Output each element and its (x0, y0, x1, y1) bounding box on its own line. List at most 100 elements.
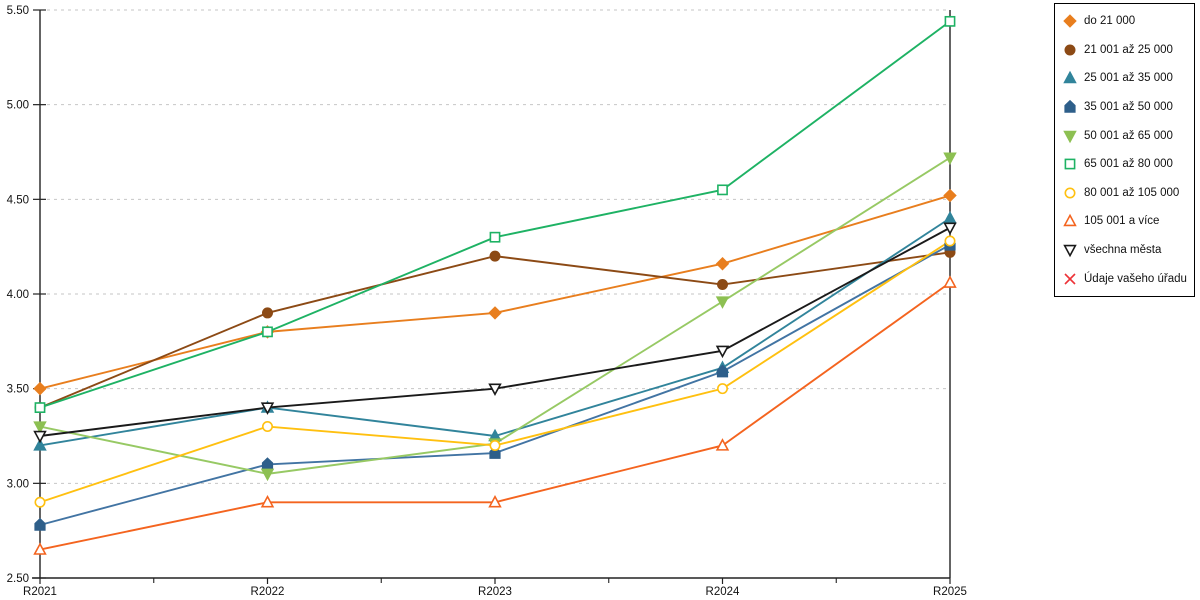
series-line-0 (39, 194, 951, 390)
series-markers-2 (33, 210, 957, 451)
marker-triangle-down (260, 468, 275, 482)
marker-triangle-down (33, 430, 47, 444)
marker-circle (944, 235, 956, 247)
legend-item-2: 25 001 až 35 000 (1062, 70, 1194, 86)
marker-triangle-down (1063, 244, 1077, 258)
series-markers-7 (33, 275, 957, 555)
legend-label: do 21 000 (1084, 15, 1136, 28)
legend-marker-circle-icon (1064, 187, 1076, 199)
legend-label: 65 001 až 80 000 (1084, 158, 1173, 171)
marker-triangle-down (1063, 130, 1077, 143)
legend-item-3: 35 001 až 50 000 (1062, 99, 1194, 115)
marker-triangle-down (33, 421, 47, 434)
y-tick-label: 3.00 (7, 478, 29, 490)
legend-item-1: 21 001 až 25 000 (1062, 42, 1194, 58)
marker-triangle-down (715, 296, 730, 309)
marker-circle (716, 279, 728, 291)
series-markers-8 (33, 222, 957, 444)
legend-marker-circle-icon (1064, 44, 1076, 56)
marker-x (1064, 273, 1076, 285)
series-markers-6 (34, 235, 956, 508)
legend-label: 35 001 až 50 000 (1084, 101, 1173, 114)
legend: do 21 000 21 001 až 25 000 25 001 až 35 00… (1054, 3, 1195, 297)
x-tick-label: R2025 (933, 586, 967, 598)
marker-triangle-up (943, 210, 957, 224)
legend-marker-triangle-down-icon (1063, 244, 1077, 258)
x-tick-label: R2021 (23, 586, 57, 598)
marker-pentagon (1064, 99, 1076, 113)
marker-triangle-up (715, 438, 730, 451)
marker-square (944, 15, 956, 27)
marker-triangle-up (488, 494, 502, 508)
marker-diamond (33, 381, 47, 396)
x-tick-label: R2023 (478, 586, 512, 598)
y-tick-label: 3.50 (7, 384, 29, 396)
marker-pentagon (261, 457, 274, 471)
marker-circle (716, 383, 728, 395)
legend-item-0: do 21 000 (1062, 13, 1194, 29)
series-line-7 (39, 281, 951, 551)
marker-triangle-up (33, 438, 47, 451)
marker-diamond (943, 188, 957, 203)
marker-square (262, 326, 273, 338)
marker-pentagon (34, 517, 46, 531)
marker-circle (34, 496, 46, 508)
legend-label: 21 001 až 25 000 (1084, 43, 1173, 56)
y-tick-label: 2.50 (7, 573, 29, 585)
marker-square (34, 402, 46, 413)
legend-label: 25 001 až 35 000 (1084, 72, 1173, 85)
marker-triangle-down (260, 402, 275, 415)
y-tick-label: 5.00 (7, 100, 29, 112)
legend-label: 105 001 a více (1084, 215, 1160, 228)
y-tick-label: 5.50 (7, 5, 29, 17)
legend-item-8: všechna města (1062, 242, 1194, 258)
marker-triangle-down (488, 383, 502, 396)
marker-square (717, 184, 728, 196)
marker-diamond (715, 256, 730, 271)
marker-circle (489, 439, 501, 451)
legend-marker-pentagon-icon (1064, 99, 1076, 113)
marker-circle (261, 307, 273, 319)
marker-triangle-up (1063, 214, 1077, 227)
legend-item-7: 105 001 a více (1062, 213, 1194, 229)
marker-triangle-up (260, 494, 275, 508)
legend-item-5: 65 001 až 80 000 (1062, 156, 1194, 172)
legend-marker-triangle-down-icon (1063, 130, 1077, 143)
series-markers-5 (34, 15, 956, 413)
legend-label: 80 001 až 105 000 (1084, 186, 1180, 199)
legend-item-9: Údaje vašeho úřadu (1062, 271, 1194, 287)
x-tick-label: R2022 (251, 586, 285, 598)
marker-square (1064, 158, 1076, 170)
marker-circle (261, 421, 273, 433)
legend-label: všechna města (1084, 244, 1162, 257)
marker-circle (489, 250, 501, 262)
legend-marker-triangle-up-icon (1063, 71, 1077, 84)
legend-label: 50 001 až 65 000 (1084, 129, 1173, 142)
y-tick-label: 4.50 (7, 194, 29, 206)
legend-item-4: 50 001 až 65 000 (1062, 128, 1194, 144)
marker-circle (1064, 44, 1076, 56)
marker-triangle-up (1063, 71, 1077, 84)
marker-triangle-down (715, 345, 730, 359)
marker-square (489, 231, 501, 243)
marker-diamond (488, 306, 502, 320)
marker-triangle-down (943, 222, 957, 236)
legend-marker-diamond-icon (1063, 14, 1077, 29)
marker-pentagon (716, 364, 729, 378)
series-line-5 (39, 20, 951, 409)
y-tick-label: 4.00 (7, 289, 29, 301)
marker-circle (1064, 187, 1076, 199)
x-tick-label: R2024 (706, 586, 740, 598)
legend-marker-x-icon (1064, 273, 1076, 285)
legend-item-6: 80 001 až 105 000 (1062, 185, 1194, 201)
legend-label: Údaje vašeho úřadu (1084, 272, 1187, 285)
series-line-6 (39, 240, 951, 504)
marker-triangle-down (943, 152, 957, 165)
marker-triangle-up (33, 542, 47, 555)
marker-triangle-up (943, 275, 957, 288)
legend-marker-square-icon (1064, 158, 1076, 170)
marker-diamond (1063, 14, 1077, 29)
legend-marker-triangle-up-icon (1063, 214, 1077, 227)
